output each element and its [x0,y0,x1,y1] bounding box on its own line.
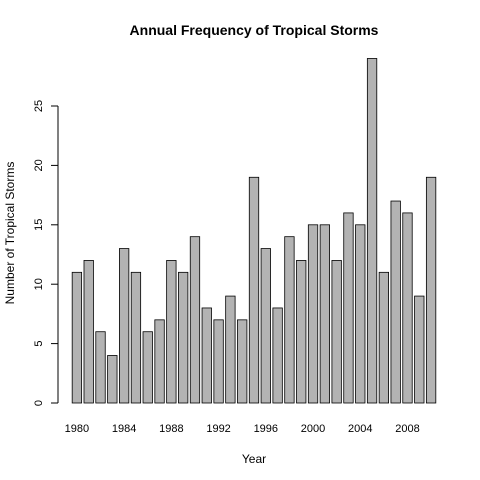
bar-1981 [83,260,94,404]
y-tick-label: 20 [33,159,45,171]
x-axis-label: Year [242,452,266,466]
bar-1986 [142,331,153,404]
bar-2007 [390,200,401,404]
bar-1999 [296,260,307,404]
x-tick-label: 1992 [206,423,230,435]
y-tick-label: 0 [33,400,45,406]
x-tick-label: 2008 [395,423,419,435]
bar-2004 [355,224,366,404]
bar-1987 [154,319,165,404]
x-tick-label: 1996 [254,423,278,435]
bar-1993 [225,295,236,404]
y-tick-label: 25 [33,100,45,112]
chart-title: Annual Frequency of Tropical Storms [130,22,379,38]
y-axis: 0 5 10 15 20 25 [33,100,59,406]
x-tick-label: 1980 [65,423,89,435]
bar-2003 [343,212,354,404]
bar-1992 [213,319,224,404]
bar-1995 [248,176,260,404]
bar-1980 [71,271,83,404]
x-tick-label: 2004 [348,423,372,435]
bar-1990 [189,236,201,404]
y-tick-label: 15 [33,219,45,231]
bar-1982 [95,331,106,404]
bar-1996 [260,248,271,404]
bar-1997 [272,307,283,404]
bar-2002 [331,260,342,404]
x-axis: 1980 1984 1988 1992 1996 2000 2004 2008 [65,423,420,435]
bar-1989 [178,271,189,404]
bar-2008 [402,212,413,404]
x-tick-label: 2000 [301,423,325,435]
bar-1991 [201,307,212,404]
x-tick-label: 1984 [112,423,136,435]
bar-2010 [425,176,437,404]
y-tick-label: 5 [33,341,45,347]
bar-1988 [166,260,177,404]
bar-1984 [119,248,130,404]
x-tick-label: 1988 [159,423,183,435]
bar-2009 [414,295,425,404]
bar-2000 [307,224,319,404]
bar-1985 [130,271,142,404]
bar-1998 [284,236,295,404]
bar-1994 [237,319,248,404]
bar-1983 [107,355,118,404]
bar-2005 [366,58,378,404]
bar-2006 [378,271,389,404]
bar-2001 [319,224,330,404]
y-axis-label: Number of Tropical Storms [3,162,17,305]
y-tick-label: 10 [33,278,45,290]
bars-group [71,58,437,404]
